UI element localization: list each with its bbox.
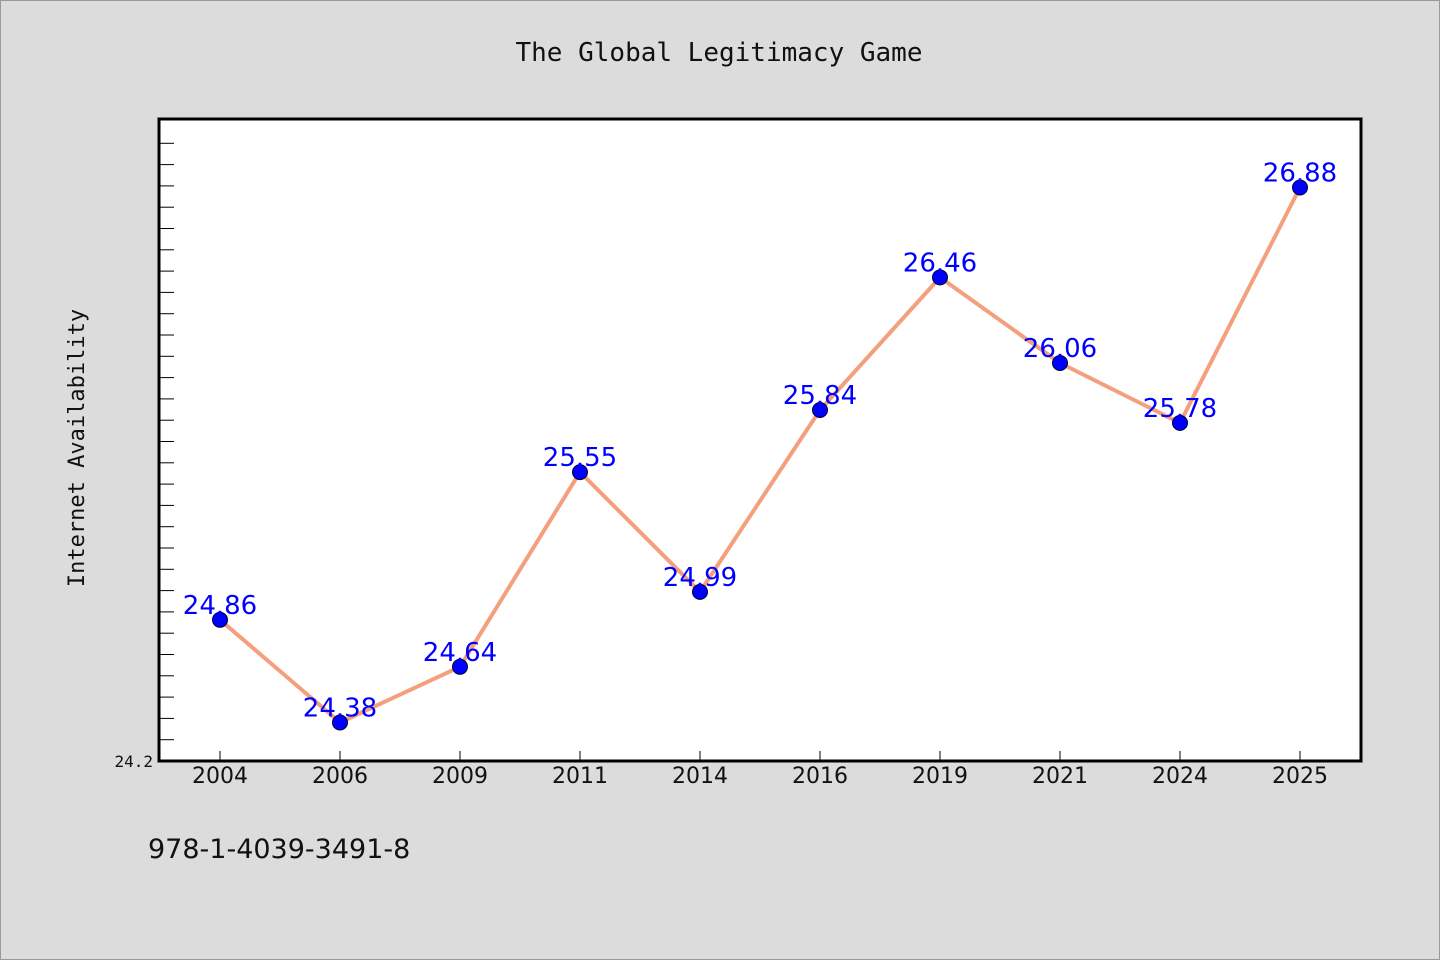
x-tick-label-2006: 2006 xyxy=(312,764,368,789)
data-labels: 24.86 24.38 24.64 25.55 24.99 25.84 26.46 26.06… xyxy=(183,159,1337,724)
chart-title: The Global Legitimacy Game xyxy=(516,38,923,68)
data-label-2025: 26.88 xyxy=(1263,159,1337,189)
x-tick-label-2025: 2025 xyxy=(1272,764,1328,789)
x-tick-label-2004: 2004 xyxy=(192,764,248,789)
y-tick-label-0: 24.2 xyxy=(114,752,153,771)
plot-area xyxy=(157,117,1363,763)
data-markers xyxy=(212,179,1308,731)
data-point-2004 xyxy=(212,611,228,628)
x-tick-label-2024: 2024 xyxy=(1152,764,1208,789)
data-label-2016: 25.84 xyxy=(783,381,857,411)
isbn-footer: 978-1-4039-3491-8 xyxy=(148,834,411,865)
data-point-2021 xyxy=(1052,355,1068,371)
x-tick-label-2021: 2021 xyxy=(1032,764,1088,789)
x-tick-label-2009: 2009 xyxy=(432,764,488,789)
series-line-group xyxy=(218,186,1302,725)
data-point-2016 xyxy=(812,402,828,418)
data-label-2006: 24.38 xyxy=(303,694,377,724)
y-minor-ticks xyxy=(159,142,174,741)
data-point-2025 xyxy=(1292,179,1308,196)
data-label-2011: 25.55 xyxy=(543,443,617,473)
data-point-2009 xyxy=(452,658,468,675)
data-point-2019 xyxy=(932,269,948,286)
x-tick-label-2016: 2016 xyxy=(792,764,848,789)
x-ticks: 2004 2006 2009 2011 2014 2016 2019 2021 2024 2025 xyxy=(192,751,1328,789)
x-tick-label-2014: 2014 xyxy=(672,764,728,789)
data-label-2004: 24.86 xyxy=(183,591,257,621)
data-label-2019: 26.46 xyxy=(903,248,977,278)
data-point-2011 xyxy=(572,464,588,481)
data-label-2009: 24.64 xyxy=(423,638,497,668)
y-tick-labels: 24.2 xyxy=(114,752,153,771)
data-point-2014 xyxy=(692,583,708,600)
x-tick-label-2011: 2011 xyxy=(552,764,608,789)
data-point-2024 xyxy=(1172,414,1188,431)
data-point-2006 xyxy=(332,714,348,731)
data-label-2014: 24.99 xyxy=(663,563,737,593)
data-label-2021: 26.06 xyxy=(1023,334,1097,364)
series-line xyxy=(218,186,1302,725)
x-tick-label-2019: 2019 xyxy=(912,764,968,789)
y-axis-label: Internet Availability xyxy=(65,309,90,587)
data-label-2024: 25.78 xyxy=(1143,394,1217,424)
